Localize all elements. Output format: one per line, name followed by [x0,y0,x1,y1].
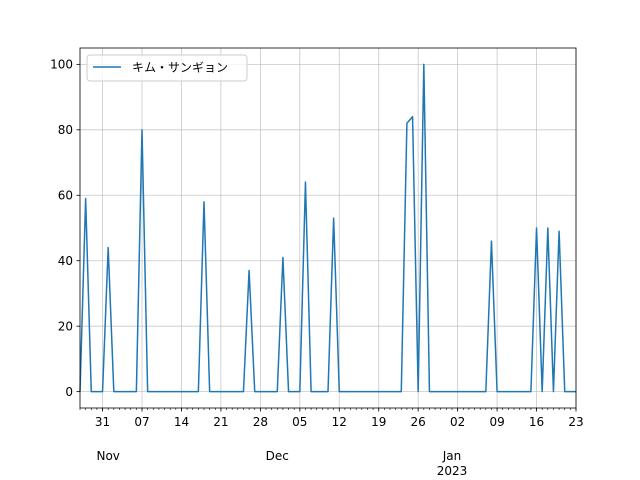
y-tick-label: 40 [58,254,73,268]
x-tick-label: 07 [134,415,149,429]
y-axis: 0 20 40 60 80 100 [50,58,80,399]
x-tick-label: 14 [174,415,189,429]
x-tick-label: 23 [568,415,583,429]
x-tick-label: 26 [411,415,426,429]
x-month-label: Dec [266,449,289,463]
y-tick-label: 20 [58,319,73,333]
plot-frame [79,47,577,409]
x-month-label: 2023 [437,464,468,478]
grid-lines [80,48,577,408]
x-month-label: Jan [442,449,462,463]
legend-label: キム・サンギョン [132,61,228,75]
x-tick-label: 16 [529,415,544,429]
x-tick-label: 28 [253,415,268,429]
x-tick-label: 02 [450,415,465,429]
y-tick-label: 80 [58,123,73,137]
x-tick-label: 12 [332,415,347,429]
legend: キム・サンギョン [86,54,248,82]
y-tick-label: 60 [58,189,73,203]
x-tick-label: 05 [292,415,307,429]
legend-box [86,54,248,82]
y-tick-label: 100 [50,58,73,72]
x-tick-label: 31 [95,415,110,429]
y-tick-label: 0 [65,385,73,399]
series-line [79,63,576,393]
x-tick-label: 21 [213,415,228,429]
x-tick-label: 19 [371,415,386,429]
x-month-label: Nov [96,449,119,463]
x-tick-label: 09 [489,415,504,429]
series-layer [79,63,576,393]
